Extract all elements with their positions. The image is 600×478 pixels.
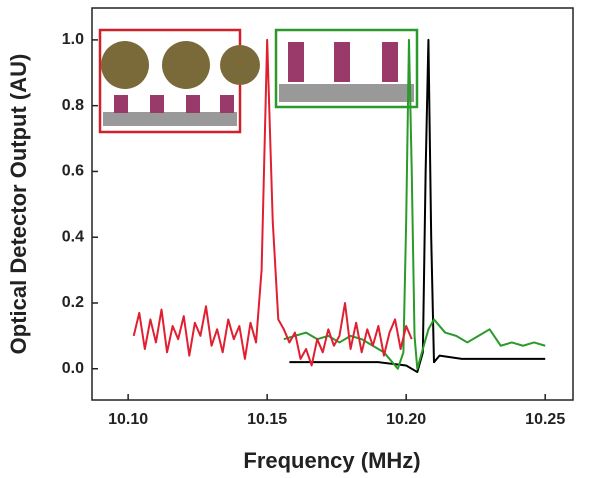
series-line xyxy=(132,38,413,367)
x-tick-label: 10.15 xyxy=(247,411,287,428)
y-tick-label: 0.2 xyxy=(62,294,84,311)
y-tick-label: 0.4 xyxy=(62,228,84,245)
x-axis-title: Frequency (MHz) xyxy=(243,448,420,473)
x-tick-label: 10.10 xyxy=(108,411,148,428)
series-line xyxy=(289,38,546,374)
x-tick-label: 10.20 xyxy=(386,411,426,428)
plot-frame xyxy=(91,7,574,401)
series-line xyxy=(283,38,546,370)
y-tick-label: 0.0 xyxy=(62,360,84,377)
y-tick-label: 0.8 xyxy=(62,97,84,114)
inset-right xyxy=(274,28,419,109)
y-tick-label: 0.6 xyxy=(62,163,84,180)
y-tick-label: 1.0 xyxy=(62,31,84,48)
x-tick-label: 10.25 xyxy=(525,411,565,428)
inset-left xyxy=(98,28,260,134)
y-axis-title: Optical Detector Output (AU) xyxy=(6,54,31,355)
